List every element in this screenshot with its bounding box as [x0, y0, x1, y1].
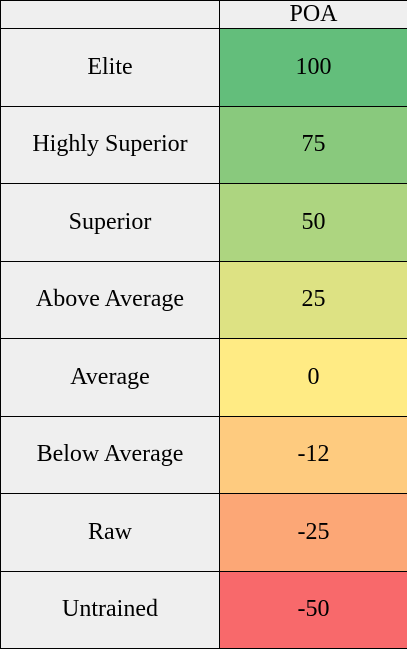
row-value: 75 — [219, 105, 407, 184]
table-row: Above Average 25 — [0, 260, 407, 339]
row-value: 25 — [219, 260, 407, 339]
row-value: -50 — [219, 570, 407, 649]
table-row: Raw -25 — [0, 493, 407, 572]
table-row: Elite 100 — [0, 28, 407, 107]
row-value: -12 — [219, 415, 407, 494]
row-value: 0 — [219, 338, 407, 417]
row-label: Elite — [0, 28, 220, 107]
row-label: Below Average — [0, 415, 220, 494]
table-row: Average 0 — [0, 338, 407, 417]
row-value: 100 — [219, 28, 407, 107]
poa-column-header: POA — [219, 0, 407, 29]
table-row: Highly Superior 75 — [0, 105, 407, 184]
row-label: Raw — [0, 493, 220, 572]
corner-cell — [0, 0, 220, 29]
table-row: Untrained -50 — [0, 570, 407, 649]
header-row: POA — [0, 0, 407, 29]
row-value: -25 — [219, 493, 407, 572]
row-label: Superior — [0, 183, 220, 262]
row-value: 50 — [219, 183, 407, 262]
table-row: Superior 50 — [0, 183, 407, 262]
row-label: Above Average — [0, 260, 220, 339]
table-row: Below Average -12 — [0, 415, 407, 494]
row-label: Highly Superior — [0, 105, 220, 184]
row-label: Average — [0, 338, 220, 417]
row-label: Untrained — [0, 570, 220, 649]
